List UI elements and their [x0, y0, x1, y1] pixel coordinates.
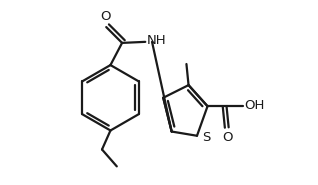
- Text: NH: NH: [146, 34, 166, 47]
- Text: S: S: [202, 131, 210, 144]
- Text: O: O: [100, 10, 110, 23]
- Text: OH: OH: [244, 99, 265, 112]
- Text: O: O: [222, 131, 233, 144]
